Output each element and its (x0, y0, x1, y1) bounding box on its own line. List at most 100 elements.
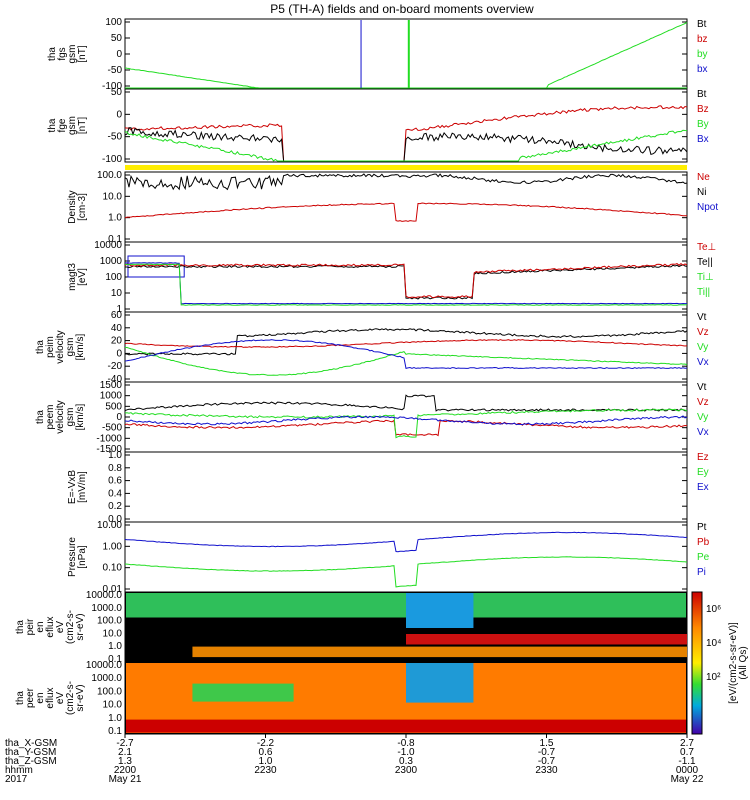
y-axis-label: gsm (67, 116, 78, 135)
series-te-par (125, 264, 688, 300)
y-axis-label: tha (35, 340, 46, 354)
y-axis-label: E=-VxB (67, 470, 78, 505)
legend-te⊥: Te⊥ (697, 242, 716, 253)
legend-pb: Pb (697, 537, 710, 548)
x-date-start: May 21 (109, 774, 142, 785)
panel-frame (124, 311, 688, 383)
legend-bx: bx (697, 64, 708, 75)
legend-ti||: Ti|| (697, 287, 710, 298)
heatmap-band (192, 646, 687, 658)
series-vz (124, 419, 688, 437)
quality-bar (125, 165, 687, 170)
y-tick-label: 10.0 (103, 628, 123, 639)
x-tick-label: 2.1 (118, 747, 132, 758)
y-tick-label: -50 (108, 65, 123, 76)
heatmap-band (406, 634, 687, 645)
y-tick-label: 10.00 (97, 520, 122, 531)
heatmap-band (192, 683, 294, 702)
x-tick-label: 2.7 (680, 738, 694, 749)
y-axis-label: [cm-3] (77, 193, 88, 221)
y-tick-label: -100 (102, 81, 122, 92)
y-axis-label: (cm2-s- (65, 610, 76, 644)
colorbar-tick-label: 10⁴ (706, 638, 721, 649)
y-tick-label: 10000.0 (86, 590, 123, 601)
legend-bz: Bz (697, 104, 709, 115)
legend-pe: Pe (697, 552, 710, 563)
y-tick-label: 100.0 (97, 170, 122, 181)
x-tick-label: 0000 (676, 765, 699, 776)
legend-bt: Bt (697, 89, 707, 100)
y-tick-label: 10000 (94, 240, 122, 251)
y-axis-label: fgs (57, 47, 68, 60)
y-axis-label: fge (57, 118, 68, 132)
x-tick-label: -0.7 (538, 747, 556, 758)
legend-te||: Te|| (697, 257, 713, 268)
legend-ne: Ne (697, 172, 710, 183)
y-axis-label: magt3 (67, 263, 78, 291)
x-tick-label: 0.7 (680, 747, 694, 758)
y-tick-label: 10.0 (103, 700, 123, 711)
panel-frame (124, 381, 688, 453)
series-vt (125, 328, 688, 356)
panel-frame (124, 241, 688, 313)
series-te-perp (124, 262, 688, 299)
y-axis-label: velocity (55, 330, 66, 363)
y-axis-label: [nT] (77, 45, 88, 62)
legend-ey: Ey (697, 467, 709, 478)
x-tick-label: -0.7 (538, 756, 556, 767)
series-ti-par (124, 263, 688, 306)
colorbar-sublabel: (All Qs) (738, 646, 749, 679)
y-tick-label: 0.6 (108, 476, 122, 487)
y-axis-label: Density (67, 190, 78, 223)
legend-vy: Vy (697, 412, 708, 423)
y-tick-label: 100.0 (97, 686, 122, 697)
y-axis-label: eflux (45, 687, 56, 708)
colorbar-group: 10⁶ 10⁴ 10² [eV/(cm2-s-sr-eV)] (All Qs) (691, 591, 749, 735)
y-axis-label: en (35, 621, 46, 632)
colorbar (691, 591, 703, 735)
y-axis-label: tha (47, 47, 58, 61)
y-axis-label: tha (15, 691, 26, 705)
colorbar-label: [eV/(cm2-s-sr-eV)] (728, 622, 739, 704)
heatmap-band (406, 593, 474, 628)
x-tick-label: 2330 (535, 765, 558, 776)
y-tick-label: 0.4 (108, 488, 122, 499)
x-tick-label: -2.7 (116, 738, 134, 749)
legend-ni: Ni (697, 187, 706, 198)
x-tick-label: 1.3 (118, 756, 132, 767)
y-tick-label: 0 (116, 412, 122, 423)
panel-p4: 10000 1000 100 10 1 magt3 [eV] Te⊥ Te|| Ti⊥ Ti|| (67, 240, 716, 315)
legend-vt: Vt (697, 312, 707, 323)
y-tick-label: 0.10 (103, 563, 123, 574)
x-row-label: tha_X-GSM (5, 738, 57, 749)
legend-vz: Vz (697, 397, 709, 408)
y-axis-label: peem (45, 404, 56, 429)
y-axis-label: [km/s] (75, 403, 86, 430)
y-tick-label: -20 (108, 361, 123, 372)
y-axis-label: Pressure (67, 537, 78, 577)
y-tick-label: 0.8 (108, 463, 122, 474)
y-tick-label: -40 (108, 374, 123, 385)
colorbar-tick-label: 10² (706, 672, 721, 683)
y-axis-label: peim (45, 336, 56, 358)
y-tick-label: 1000.0 (91, 673, 122, 684)
y-tick-label: 1.00 (103, 541, 123, 552)
x-axis-group: tha_X-GSM -2.7 -2.2 -0.8 1.5 2.7 tha_Y-GSM 2.1 0… (5, 734, 704, 785)
legend-vx: Vx (697, 357, 709, 368)
x-tick-label: 2230 (254, 765, 277, 776)
y-tick-label: 0.1 (108, 726, 122, 737)
y-axis-label: eV (55, 692, 66, 705)
panel-frame (124, 18, 688, 90)
y-axis-label: tha (47, 118, 58, 132)
y-axis-label: tha (35, 410, 46, 424)
y-tick-label: 40 (111, 323, 123, 334)
y-axis-label: sr-eV) (75, 613, 86, 640)
series-vx (124, 339, 688, 370)
panel-p7: 1.0 0.8 0.60.4 0.2 0.0 E=-VxB [mV/m] Ez Ey Ex (67, 450, 709, 525)
y-axis-label: tha (15, 620, 26, 634)
legend-bz: bz (697, 34, 708, 45)
x-tick-label: 2300 (395, 765, 418, 776)
